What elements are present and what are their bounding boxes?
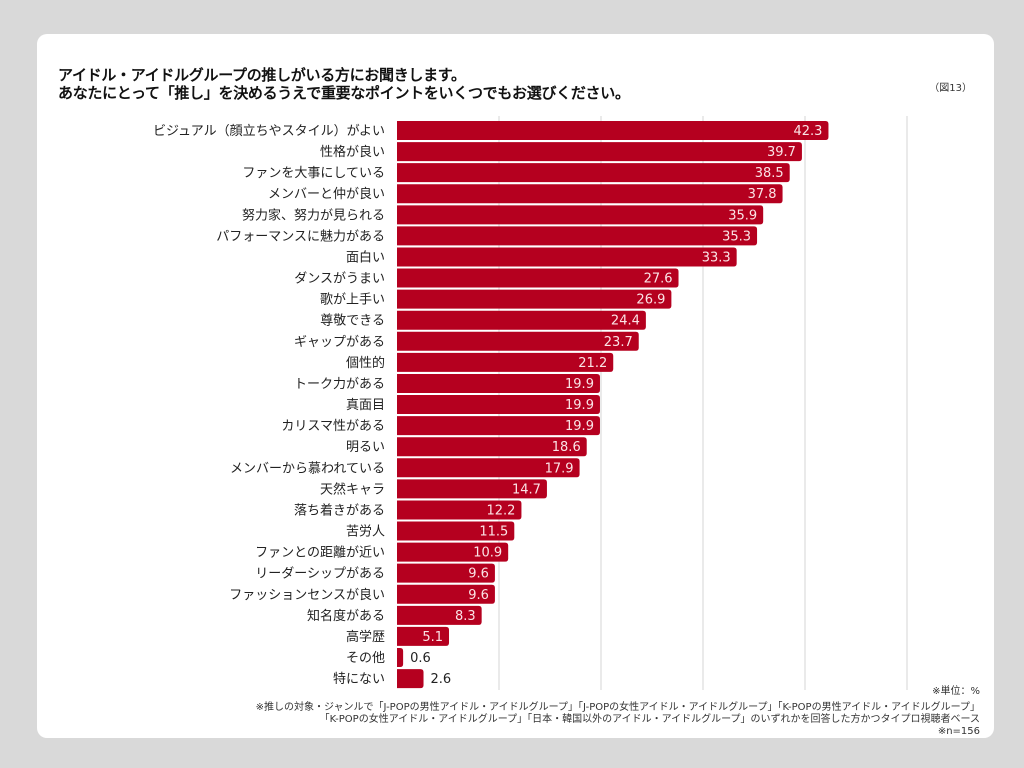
footnote-line-2: 「K-POPの女性アイドル・アイドルグループ」「日本・韓国以外のアイドル・アイド… xyxy=(319,714,980,725)
value-label: 18.6 xyxy=(552,440,581,455)
bar-25 xyxy=(397,626,450,646)
category-label: 高学歴 xyxy=(346,629,385,645)
chart-card: アイドル・アイドルグループの推しがいる方にお聞きします。 あなたにとって「推し」… xyxy=(37,34,994,738)
chart-title: アイドル・アイドルグループの推しがいる方にお聞きします。 あなたにとって「推し」… xyxy=(58,66,758,102)
bar-chart: ビジュアル（顔立ちやスタイル）がよい性格が良いファンを大事にしているメンバーと仲… xyxy=(153,116,908,690)
category-label: 努力家、努力が見られる xyxy=(242,207,385,223)
category-label: メンバーと仲が良い xyxy=(268,186,385,202)
bar-20 xyxy=(397,521,515,541)
value-label: 9.6 xyxy=(468,567,489,582)
title-line-2: あなたにとって「推し」を決めるうえで重要なポイントをいくつでもお選びください。 xyxy=(58,84,630,102)
value-label: 26.9 xyxy=(636,293,665,308)
category-label: 面白い xyxy=(346,249,385,265)
bar-10 xyxy=(397,310,646,330)
bars xyxy=(397,121,829,689)
bar-14 xyxy=(397,395,600,415)
bar-23 xyxy=(397,584,495,604)
category-label: 落ち着きがある xyxy=(294,502,385,518)
unit-note: ※単位：% xyxy=(932,686,980,697)
bar-24 xyxy=(397,605,482,625)
value-label: 8.3 xyxy=(455,609,476,624)
figure-number: （図13） xyxy=(929,83,972,94)
category-label: リーダーシップがある xyxy=(255,567,385,582)
category-label: 天然キャラ xyxy=(320,481,385,497)
bar-11 xyxy=(397,331,639,351)
value-label: 19.9 xyxy=(565,398,594,413)
title-line-1: アイドル・アイドルグループの推しがいる方にお聞きします。 xyxy=(58,66,466,84)
bar-3 xyxy=(397,163,790,183)
value-labels: 42.3 39.7 38.5 37.8 35.9 35.3 33.3 27.6 26.9 24.4… xyxy=(410,124,822,687)
value-label: 35.9 xyxy=(728,208,757,223)
value-label: 9.6 xyxy=(468,588,489,603)
bar-26 xyxy=(397,648,404,667)
category-label: ダンスがうまい xyxy=(294,272,385,287)
value-label: 23.7 xyxy=(604,335,633,350)
value-label: 2.6 xyxy=(431,672,452,687)
category-label: 性格が良い xyxy=(320,144,385,160)
value-label: 19.9 xyxy=(565,419,594,434)
bar-1 xyxy=(397,121,829,140)
category-label: ギャップがある xyxy=(294,335,385,350)
bar-8 xyxy=(397,268,679,288)
category-label: 知名度がある xyxy=(307,608,385,624)
bar-21 xyxy=(397,542,509,562)
value-label: 38.5 xyxy=(755,166,784,181)
category-labels: ビジュアル（顔立ちやスタイル）がよい性格が良いファンを大事にしているメンバーと仲… xyxy=(153,124,385,687)
category-label: ビジュアル（顔立ちやスタイル）がよい xyxy=(153,124,385,139)
value-label: 42.3 xyxy=(794,124,823,139)
value-label: 19.9 xyxy=(565,377,594,392)
value-label: 35.3 xyxy=(722,229,751,244)
category-label: 真面目 xyxy=(346,398,385,413)
bar-7 xyxy=(397,247,737,267)
category-label: 個性的 xyxy=(346,355,385,371)
category-label: 歌が上手い xyxy=(320,293,385,308)
bar-15 xyxy=(397,416,600,436)
bar-6 xyxy=(397,226,758,246)
bar-13 xyxy=(397,373,600,393)
value-label: 14.7 xyxy=(512,482,541,497)
value-label: 5.1 xyxy=(422,630,443,645)
bar-19 xyxy=(397,500,522,520)
bar-2 xyxy=(397,142,802,162)
category-label: トーク力がある xyxy=(294,377,385,392)
footnote-line-1: ※推しの対象・ジャンルで「J-POPの男性アイドル・アイドルグループ」「J-PO… xyxy=(255,702,980,713)
category-label: カリスマ性がある xyxy=(281,419,385,434)
category-label: メンバーから慕われている xyxy=(230,461,385,476)
bar-12 xyxy=(397,352,614,372)
category-label: 苦労人 xyxy=(346,524,385,540)
bar-27 xyxy=(397,669,424,689)
bar-5 xyxy=(397,205,764,225)
category-label: ファッションセンスが良い xyxy=(229,587,385,603)
value-label: 27.6 xyxy=(644,272,673,287)
value-label: 12.2 xyxy=(486,503,515,518)
category-label: ファンとの距離が近い xyxy=(255,546,385,561)
bar-18 xyxy=(397,479,547,499)
value-label: 39.7 xyxy=(767,145,796,160)
category-label: 特にない xyxy=(333,672,385,687)
bar-4 xyxy=(397,184,783,204)
category-label: パフォーマンスに魅力がある xyxy=(216,229,385,244)
value-label: 17.9 xyxy=(545,461,574,476)
category-label: その他 xyxy=(346,651,385,666)
value-label: 37.8 xyxy=(748,187,777,202)
bar-17 xyxy=(397,458,580,478)
category-label: ファンを大事にしている xyxy=(242,166,385,181)
value-label: 21.2 xyxy=(578,356,607,371)
bar-9 xyxy=(397,289,672,309)
footnotes: ※推しの対象・ジャンルで「J-POPの男性アイドル・アイドルグループ」「J-PO… xyxy=(256,702,980,738)
sample-size: ※n=156 xyxy=(937,726,980,737)
value-label: 10.9 xyxy=(473,546,502,561)
category-label: 尊敬できる xyxy=(320,313,385,329)
value-label: 24.4 xyxy=(611,314,640,329)
bar-22 xyxy=(397,563,495,583)
bar-16 xyxy=(397,437,587,457)
category-label: 明るい xyxy=(346,440,385,455)
value-label: 0.6 xyxy=(410,651,431,666)
value-label: 11.5 xyxy=(479,525,508,540)
value-label: 33.3 xyxy=(702,250,731,265)
